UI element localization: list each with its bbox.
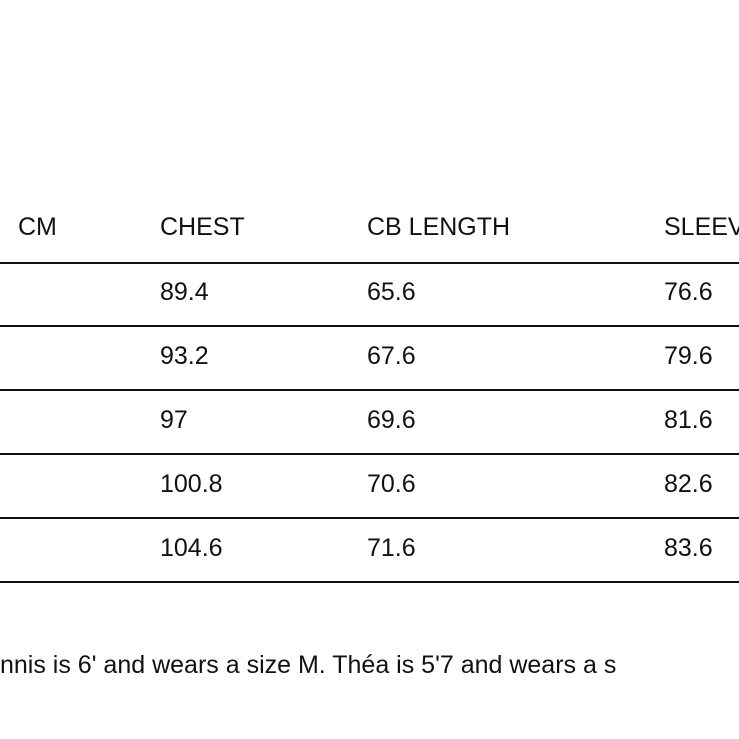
table-cell: 71.6 <box>367 534 416 562</box>
table-cell: 89.4 <box>160 278 209 306</box>
row-divider <box>0 453 739 455</box>
table-cell: 65.6 <box>367 278 416 306</box>
table-cell: 69.6 <box>367 406 416 434</box>
column-header: CHEST <box>160 213 245 241</box>
table-cell: 93.2 <box>160 342 209 370</box>
table-cell: 67.6 <box>367 342 416 370</box>
table-cell: 70.6 <box>367 470 416 498</box>
table-cell: 104.6 <box>160 534 223 562</box>
table-cell: 82.6 <box>664 470 713 498</box>
row-divider <box>0 325 739 327</box>
table-cell: 79.6 <box>664 342 713 370</box>
table-cell: 100.8 <box>160 470 223 498</box>
table-cell: 97 <box>160 406 188 434</box>
row-divider <box>0 517 739 519</box>
row-divider <box>0 581 739 583</box>
column-header: CB LENGTH <box>367 213 511 241</box>
row-divider <box>0 389 739 391</box>
model-note: nnis is 6' and wears a size M. Théa is 5… <box>0 651 617 679</box>
column-header: SLEEV <box>664 213 739 241</box>
table-cell: 81.6 <box>664 406 713 434</box>
table-cell: 83.6 <box>664 534 713 562</box>
table-cell: 76.6 <box>664 278 713 306</box>
row-divider <box>0 262 739 264</box>
column-header: CM <box>18 213 57 241</box>
